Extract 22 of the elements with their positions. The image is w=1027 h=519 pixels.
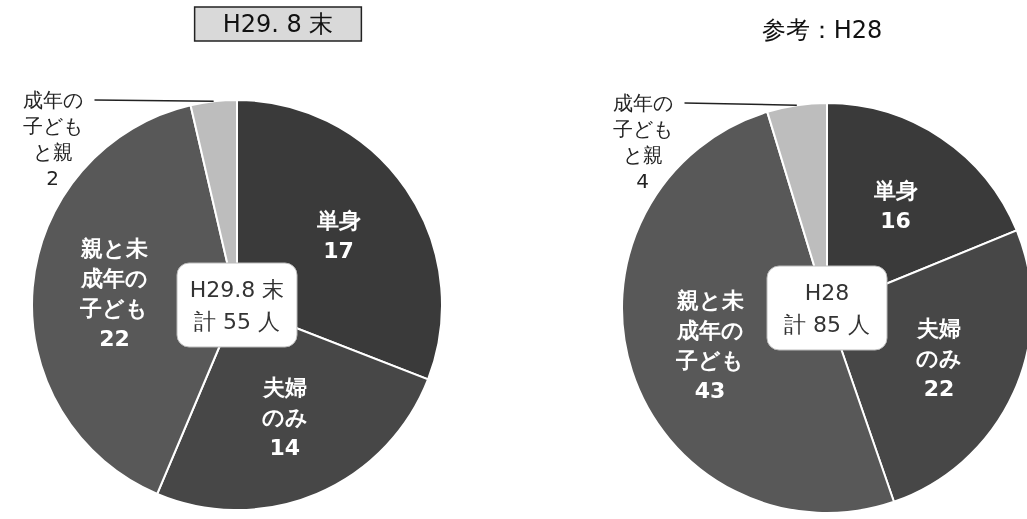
- slice-label: 夫婦のみ: [916, 315, 963, 371]
- data-label: 16: [880, 207, 911, 233]
- data-label: 22: [923, 375, 955, 401]
- slice-label: 単身: [315, 207, 361, 233]
- data-label: 14: [269, 435, 301, 461]
- slice-label: 単身: [872, 177, 918, 203]
- chart-title: 参考：H28: [761, 16, 883, 44]
- data-label: 22: [99, 326, 130, 352]
- text: 計 85 人: [784, 312, 870, 337]
- slice-label: 成年の子どもと親: [612, 91, 673, 167]
- data-label: 43: [694, 378, 726, 404]
- text: 計 55 人: [194, 309, 280, 334]
- slice-label: 親と未成年の子ども: [675, 288, 745, 374]
- chart-title: H29. 8 末: [222, 10, 334, 38]
- slice-label: 成年の子どもと親: [22, 88, 83, 164]
- text: H29.8 末: [189, 277, 285, 302]
- slice-label: 親と未成年の子ども: [79, 236, 149, 322]
- text: H28: [804, 280, 850, 305]
- data-label: 17: [323, 237, 354, 263]
- data-label: 2: [46, 166, 59, 190]
- slice-label: 夫婦のみ: [261, 375, 308, 431]
- data-label: 4: [636, 169, 649, 193]
